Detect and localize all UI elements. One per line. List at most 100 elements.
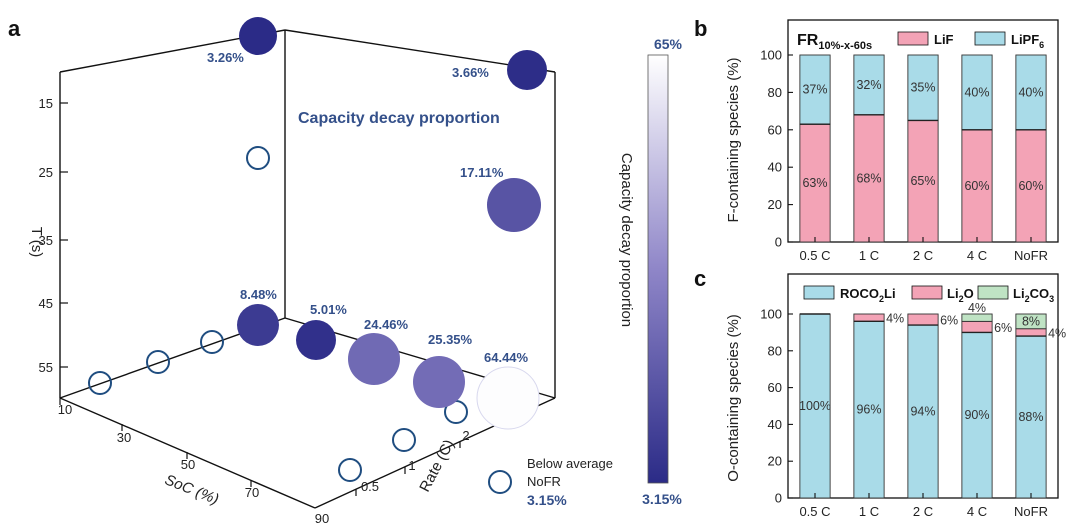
filled-marker-24.46 (348, 333, 400, 385)
t-tick-55: 55 (39, 360, 53, 375)
legend-label-lif: LiF (934, 32, 954, 47)
c-value-label: 6% (940, 314, 958, 328)
t-axis-ticks (60, 102, 68, 368)
b-value-label: 40% (964, 85, 989, 99)
b-ytick-label: 0 (775, 235, 782, 250)
panel-b-letter: b (694, 16, 707, 41)
b-value-label: 32% (856, 78, 881, 92)
b-bar-segment (799, 54, 831, 125)
c-bar-segment (853, 320, 885, 499)
b-ytick-label: 20 (768, 197, 782, 212)
soc-axis-ticks (59, 398, 252, 487)
soc-tick-90: 90 (315, 511, 329, 526)
c-ytick-label: 0 (775, 491, 782, 506)
legend-line2: NoFR (527, 474, 561, 489)
panel-b-yticks: 0 20 40 60 80 100 (760, 48, 793, 250)
value-label-3.66: 3.66% (452, 65, 489, 80)
c-bar-segment (1015, 328, 1047, 337)
c-xtick-label: 4 C (967, 504, 987, 519)
legend-swatch-lipf6 (974, 31, 1006, 46)
c-bar-segment (1015, 335, 1047, 499)
c-value-label: 4% (886, 312, 904, 326)
panel-c-xticks: 0.5 C 1 C 2 C 4 C NoFR (799, 493, 1048, 519)
b-bar-segment (853, 54, 885, 116)
legend-swatch-roco2li (803, 285, 835, 300)
c-bar-segment (961, 331, 993, 499)
filled-marker-3.66 (507, 50, 547, 90)
panel-a-letter: a (8, 16, 21, 41)
c-xtick-label: 0.5 C (799, 504, 830, 519)
c-bar-segment (853, 313, 885, 322)
b-value-label: 60% (964, 179, 989, 193)
value-label-24.46: 24.46% (364, 317, 409, 332)
value-label-17.11: 17.11% (460, 165, 504, 180)
rate-axis-title: Rate (C) (416, 437, 458, 495)
open-marker (338, 458, 362, 482)
t-tick-25: 25 (39, 165, 53, 180)
legend-swatch-lif (897, 31, 929, 46)
panel-b-ylabel: F-containing species (%) (725, 57, 742, 222)
legend-label-lipf6: LiPF6 (1011, 32, 1044, 50)
b-bar-segment (961, 54, 993, 131)
rate-tick-2: 2 (462, 428, 469, 443)
panel-c-yticks: 0 20 40 60 80 100 (760, 307, 793, 506)
panel-b-xticks: 0.5 C 1 C 2 C 4 C NoFR (799, 237, 1048, 263)
legend-label-roco2li: ROCO2Li (840, 286, 896, 304)
panel-c-letter: c (694, 266, 706, 291)
soc-tick-70: 70 (245, 485, 259, 500)
b-bar-segment (1015, 54, 1047, 131)
b-bar-segment (853, 114, 885, 243)
colorbar-title: Capacity decay proportion (618, 153, 635, 327)
b-bar-segment (907, 54, 939, 121)
open-marker (88, 371, 112, 395)
legend-label-li2co3: Li2CO3 (1013, 286, 1054, 304)
c-ytick-label: 60 (768, 380, 782, 395)
c-ytick-label: 40 (768, 417, 782, 432)
b-ytick-label: 60 (768, 122, 782, 137)
legend-swatch-li2o (911, 285, 943, 300)
value-label-8.48: 8.48% (240, 287, 277, 302)
soc-tick-10: 10 (58, 402, 72, 417)
filled-marker-17.11 (487, 178, 541, 232)
c-bar-segment (907, 313, 939, 326)
filled-marker-8.48 (237, 304, 279, 346)
panel-a-title: Capacity decay proportion (298, 110, 500, 127)
c-value-label: 100% (799, 399, 831, 413)
c-value-label: 8% (1022, 314, 1040, 328)
legend-line3: 3.15% (527, 492, 567, 508)
b-ytick-label: 40 (768, 160, 782, 175)
c-value-label: 88% (1018, 410, 1043, 424)
value-label-25.35: 25.35% (428, 332, 473, 347)
colorbar-max-label: 65% (654, 36, 683, 52)
c-bar-segment (1015, 313, 1047, 330)
filled-marker-64.44 (476, 366, 540, 430)
filled-marker-3.26 (239, 17, 277, 55)
rate-tick-0.5: 0.5 (361, 479, 379, 494)
legend-label-li2o: Li2O (947, 286, 974, 304)
b-value-label: 60% (1018, 179, 1043, 193)
panel-a-frame (59, 29, 556, 509)
open-marker (392, 428, 416, 452)
panel-b-legend-title: FR10%-x-60s (797, 32, 872, 52)
c-ytick-label: 80 (768, 343, 782, 358)
b-ytick-label: 100 (760, 48, 782, 63)
b-value-label: 40% (1018, 85, 1043, 99)
b-xtick-label: NoFR (1014, 248, 1048, 263)
c-value-label: 4% (968, 301, 986, 315)
value-label-5.01: 5.01% (310, 302, 347, 317)
c-bar-segment (961, 313, 993, 322)
legend-open-marker (488, 470, 512, 494)
open-marker (146, 350, 170, 374)
value-label-3.26: 3.26% (207, 50, 244, 65)
c-bar-segment (961, 320, 993, 333)
c-xtick-label: 1 C (859, 504, 879, 519)
c-value-label: 6% (994, 321, 1012, 335)
panel-b: b F-containing species (%) 020406080100 … (694, 16, 1059, 263)
panel-a: a 15 25 35 45 55 T (s) (8, 16, 683, 526)
b-xtick-label: 2 C (913, 248, 933, 263)
open-marker (246, 146, 270, 170)
panel-c-bars: 100% 96% 4% 94% 6% 90% 6% 4% 88% 4% 8% (799, 301, 1066, 499)
colorbar (647, 54, 669, 484)
c-value-label: 94% (910, 405, 935, 419)
